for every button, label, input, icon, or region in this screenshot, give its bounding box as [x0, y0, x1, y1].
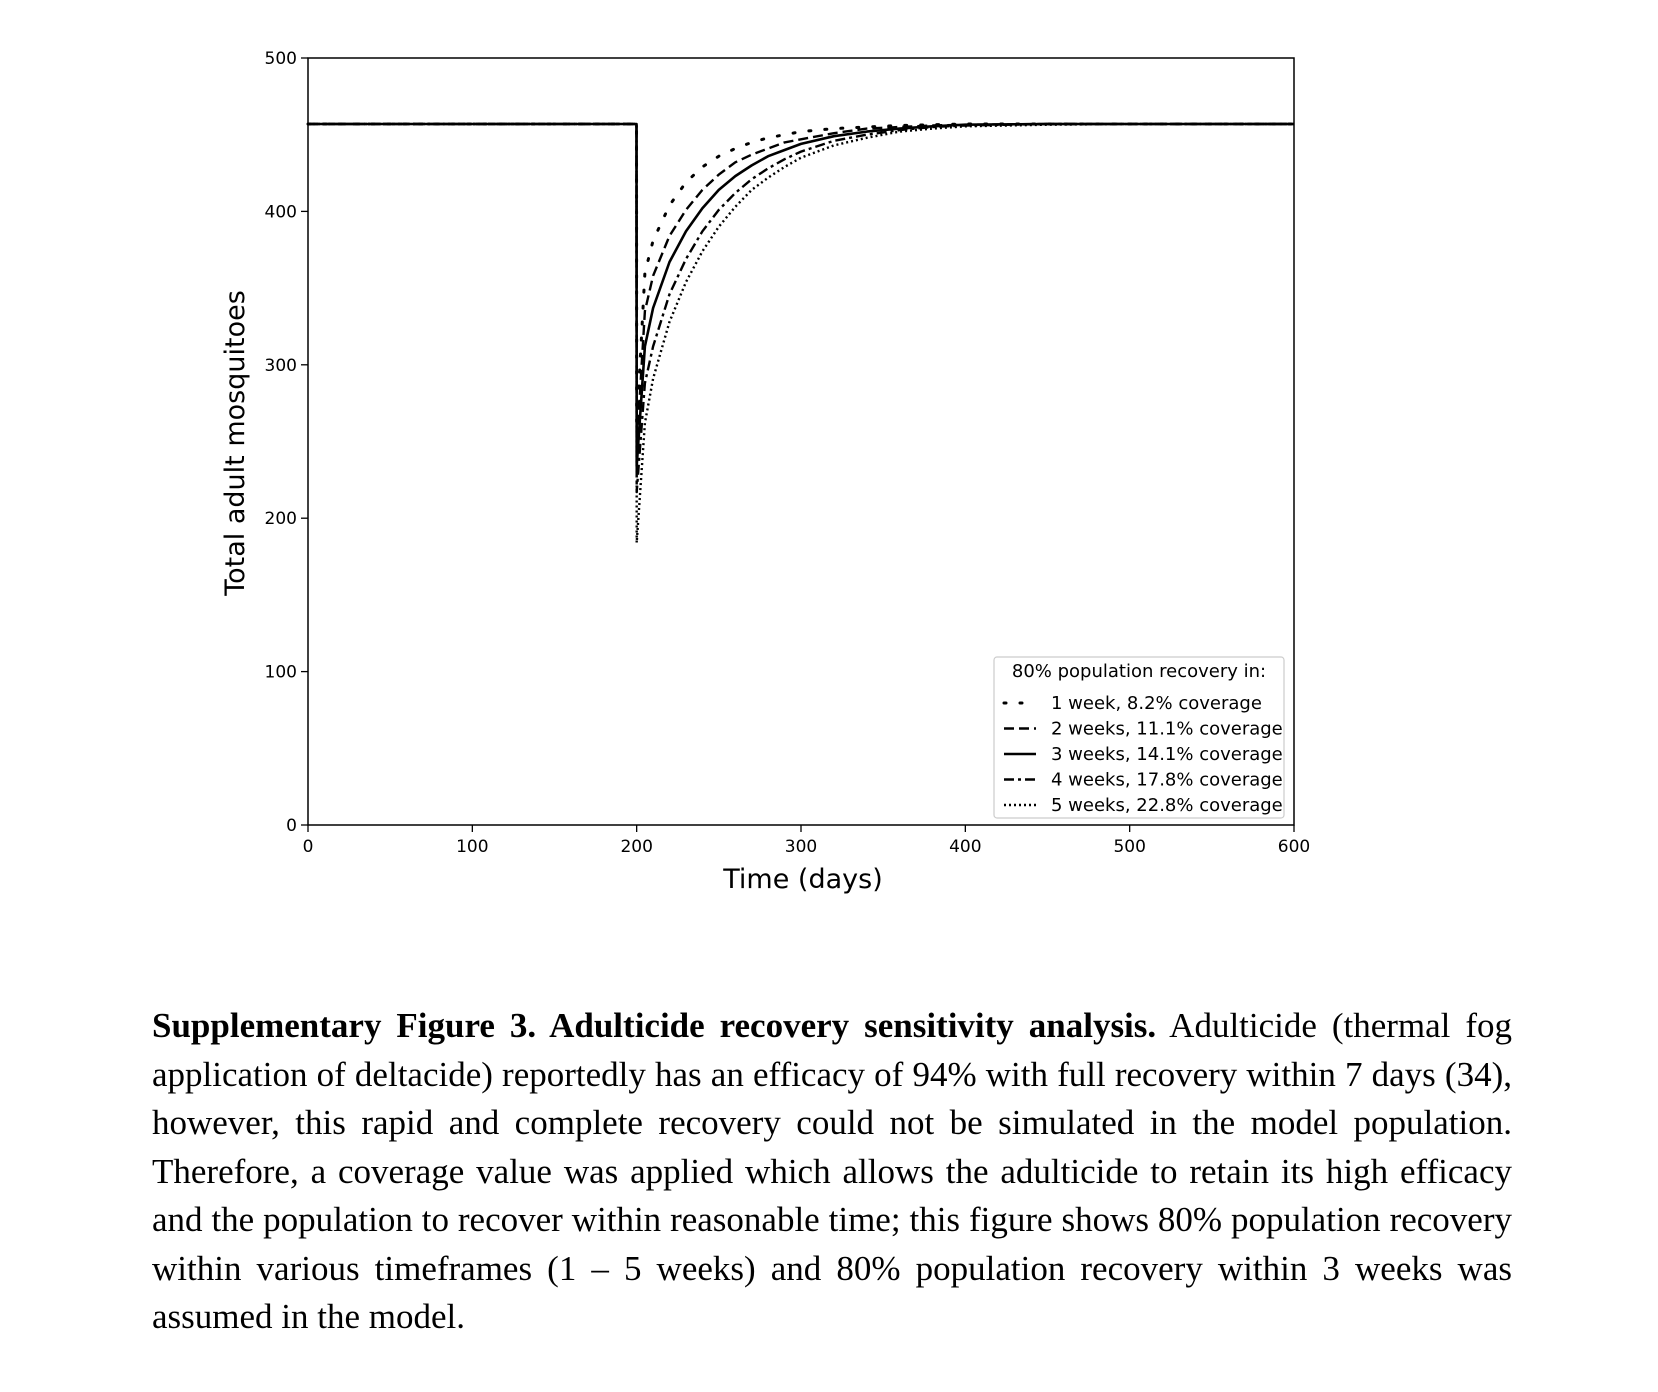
x-tick-label: 200 [620, 837, 652, 857]
y-tick-label: 100 [265, 663, 297, 683]
legend-label: 2 weeks, 11.1% coverage [1051, 719, 1283, 740]
series-line-2 [308, 122, 1294, 449]
x-tick-label: 100 [456, 837, 488, 857]
legend-label: 5 weeks, 22.8% coverage [1051, 795, 1283, 816]
x-tick-label: 400 [949, 837, 981, 857]
y-axis-title: Total adult mosquitoes [220, 290, 251, 597]
figure-caption: Supplementary Figure 3. Adulticide recov… [152, 1002, 1512, 1342]
caption-title: Supplementary Figure 3. Adulticide recov… [152, 1006, 1157, 1045]
legend-label: 4 weeks, 17.8% coverage [1051, 770, 1283, 791]
chart-figure: 0 100 200 300 400 500 600 0 100 200 300 400 500 Time… [220, 49, 1311, 895]
x-tick-label: 300 [785, 837, 817, 857]
y-tick-label: 300 [265, 356, 297, 376]
y-tick-label: 400 [265, 202, 297, 222]
series-layer [306, 122, 1296, 544]
legend-label: 3 weeks, 14.1% coverage [1051, 744, 1283, 765]
legend-entries: 1 week, 8.2% coverage 2 weeks, 11.1% cove… [1002, 693, 1283, 816]
axes-layer: 0 100 200 300 400 500 600 0 100 200 300 400 500 [265, 49, 1311, 857]
series-line-1 [306, 122, 1296, 430]
legend-title: 80% population recovery in: [1012, 661, 1266, 682]
y-tick-label: 0 [286, 816, 297, 836]
y-tick-label: 200 [265, 509, 297, 529]
series-line-4 [308, 122, 1294, 494]
legend: 80% population recovery in: 1 week, 8.2%… [993, 656, 1285, 819]
x-tick-label: 600 [1278, 837, 1310, 857]
caption-text: Adulticide (thermal fog application of d… [152, 1006, 1512, 1336]
x-axis-title: Time (days) [722, 864, 882, 895]
y-tick-label: 500 [265, 49, 297, 69]
legend-label: 1 week, 8.2% coverage [1051, 693, 1262, 714]
legend-frame [993, 656, 1285, 819]
series-line-3 [308, 122, 1294, 468]
x-tick-label: 0 [303, 837, 314, 857]
x-tick-label: 500 [1113, 837, 1145, 857]
series-line-5 [308, 122, 1294, 544]
